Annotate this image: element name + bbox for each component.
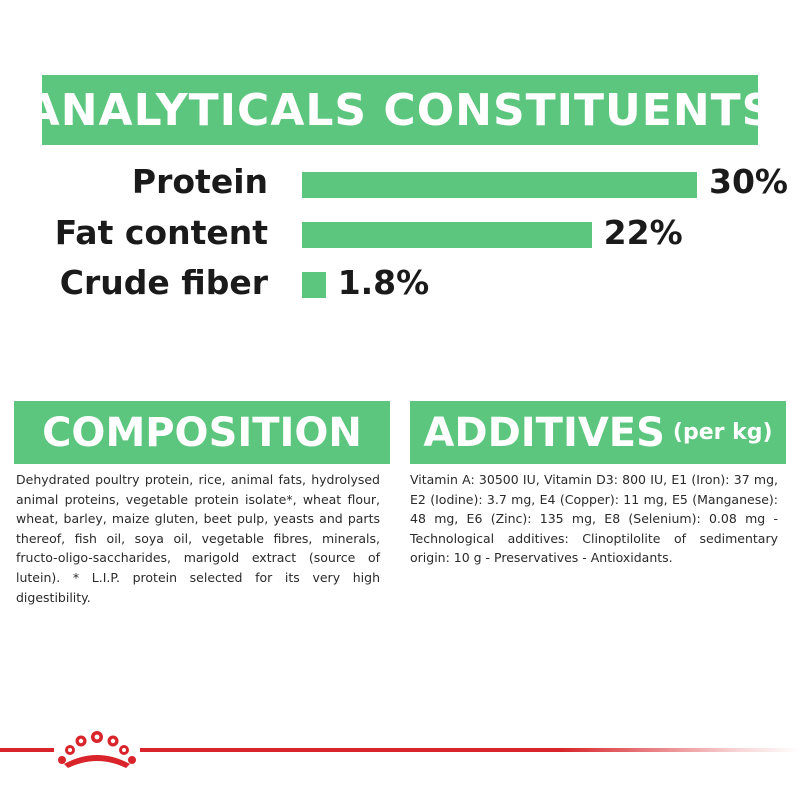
crude-fiber-label: Crude fiber [59,263,268,302]
analytical-title: ANALYTICALS CONSTITUENTS [25,84,775,136]
crude-fiber-value: 1.8% [337,263,430,302]
analytical-header: ANALYTICALS CONSTITUENTS [26,75,773,145]
additives-header: ADDITIVES (per kg) [410,401,786,464]
crude-fiber-bar [302,272,326,298]
fat-content-label: Fat content [54,213,268,252]
protein-value: 30% [709,162,788,201]
composition-text: Dehydrated poultry protein, rice, animal… [16,472,380,605]
fat-content-value: 22% [603,213,683,252]
fat-content-bar [302,222,592,248]
composition-title: COMPOSITION [42,409,362,456]
additives-title: ADDITIVES [423,409,665,456]
protein-bar [302,172,697,198]
additives-subtitle: (per kg) [672,420,773,445]
footer-line [0,748,800,752]
additives-text: Vitamin A: 30500 IU, Vitamin D3: 800 IU,… [410,472,778,566]
royal-canin-crown-icon [54,724,140,772]
composition-header: COMPOSITION [14,401,390,464]
protein-label: Protein [131,162,268,201]
